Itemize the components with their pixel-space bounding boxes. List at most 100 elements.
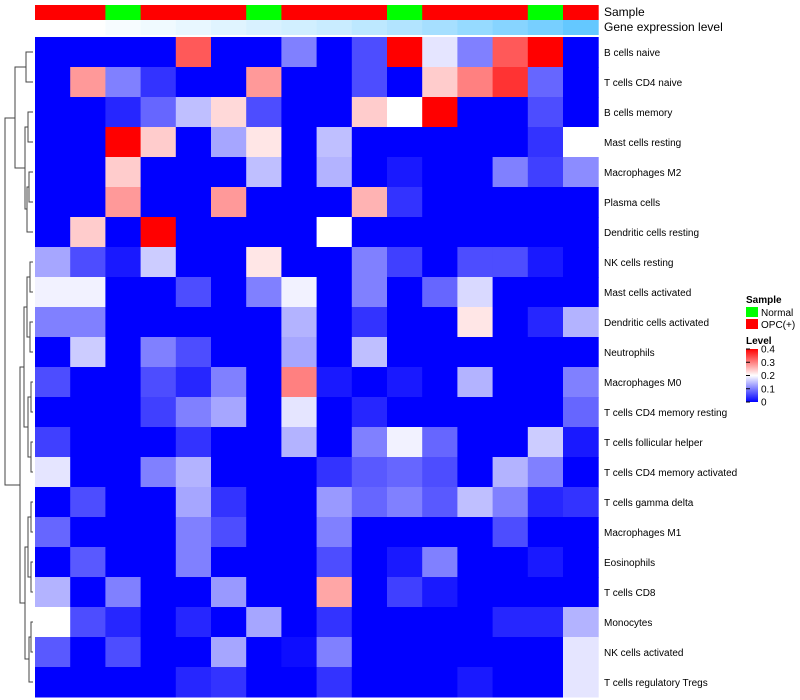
heatmap-cell bbox=[246, 457, 282, 488]
heatmap-cell bbox=[457, 67, 494, 98]
heatmap-cell bbox=[105, 187, 142, 218]
heatmap-cell bbox=[105, 397, 142, 428]
level-tick-label: 0.2 bbox=[761, 371, 775, 382]
heatmap-cell bbox=[70, 127, 106, 158]
heatmap-cell bbox=[492, 97, 529, 128]
heatmap-cell bbox=[211, 127, 247, 158]
heatmap-cell bbox=[281, 277, 318, 308]
heatmap-cell bbox=[70, 217, 106, 248]
heatmap-cell bbox=[457, 517, 494, 548]
heatmap-cell bbox=[281, 187, 318, 218]
heatmap-cell bbox=[422, 337, 458, 368]
heatmap-cell bbox=[351, 397, 388, 428]
row-label: Dendritic cells resting bbox=[604, 228, 699, 239]
heatmap-cell bbox=[527, 307, 564, 338]
sample-track-cell bbox=[35, 5, 71, 20]
sample-track-cell bbox=[246, 5, 282, 20]
expression-track-cell bbox=[457, 20, 494, 35]
heatmap-cell bbox=[140, 667, 177, 698]
heatmap-cell bbox=[211, 397, 247, 428]
heatmap-cell bbox=[281, 487, 318, 518]
heatmap-cell bbox=[387, 367, 423, 398]
heatmap-cell bbox=[105, 427, 142, 458]
heatmap-cell bbox=[492, 157, 529, 188]
expression-track-cell bbox=[246, 20, 282, 35]
heatmap-cell bbox=[140, 337, 177, 368]
heatmap-cell bbox=[563, 157, 599, 188]
heatmap-cell bbox=[563, 487, 599, 518]
heatmap-cell bbox=[351, 277, 388, 308]
heatmap-cell bbox=[140, 37, 177, 68]
heatmap-cell bbox=[246, 37, 282, 68]
heatmap-cell bbox=[422, 97, 458, 128]
heatmap-cell bbox=[422, 67, 458, 98]
heatmap-cell bbox=[316, 367, 353, 398]
expression-track-cell bbox=[35, 20, 71, 35]
heatmap-cell bbox=[422, 397, 458, 428]
row-label: B cells naive bbox=[604, 48, 661, 59]
row-label: T cells gamma delta bbox=[604, 498, 694, 509]
heatmap-cell bbox=[492, 547, 529, 578]
level-tick-label: 0.3 bbox=[761, 358, 775, 369]
heatmap-cell bbox=[175, 607, 212, 638]
heatmap-cell bbox=[563, 577, 599, 608]
heatmap-cell bbox=[316, 457, 353, 488]
heatmap-cell bbox=[246, 247, 282, 278]
heatmap-cell bbox=[70, 457, 106, 488]
heatmap-cell bbox=[492, 127, 529, 158]
heatmap-cell bbox=[35, 127, 71, 158]
legend-swatch-opc bbox=[746, 319, 758, 329]
heatmap-cell bbox=[492, 517, 529, 548]
heatmap-cell bbox=[316, 577, 353, 608]
heatmap-cell bbox=[492, 67, 529, 98]
heatmap-cell bbox=[387, 187, 423, 218]
heatmap-cell bbox=[387, 457, 423, 488]
heatmap-cell bbox=[246, 607, 282, 638]
row-label: Dendritic cells activated bbox=[604, 318, 709, 329]
heatmap-cell bbox=[457, 307, 494, 338]
heatmap-cell bbox=[211, 97, 247, 128]
heatmap-cell bbox=[246, 277, 282, 308]
heatmap-cell bbox=[351, 427, 388, 458]
heatmap-cell bbox=[527, 607, 564, 638]
heatmap-cell bbox=[387, 427, 423, 458]
heatmap-cell bbox=[316, 397, 353, 428]
heatmap-cell bbox=[175, 577, 212, 608]
heatmap-cell bbox=[105, 337, 142, 368]
legend-label-normal: Normal bbox=[761, 308, 793, 319]
heatmap-cell bbox=[281, 217, 318, 248]
heatmap-cell bbox=[140, 217, 177, 248]
row-label: T cells follicular helper bbox=[604, 438, 703, 449]
heatmap-cell bbox=[351, 97, 388, 128]
heatmap-cell bbox=[527, 367, 564, 398]
heatmap-cell bbox=[316, 37, 353, 68]
heatmap-cell bbox=[211, 547, 247, 578]
heatmap-cell bbox=[351, 607, 388, 638]
heatmap-cell bbox=[175, 37, 212, 68]
heatmap-cell bbox=[140, 247, 177, 278]
heatmap-cell bbox=[527, 487, 564, 518]
heatmap-cell bbox=[387, 277, 423, 308]
heatmap-cell bbox=[387, 217, 423, 248]
heatmap-cell bbox=[281, 307, 318, 338]
row-label: NK cells activated bbox=[604, 648, 683, 659]
heatmap-cell bbox=[35, 157, 71, 188]
heatmap-cell bbox=[351, 577, 388, 608]
heatmap-cell bbox=[281, 637, 318, 668]
heatmap-cell bbox=[70, 187, 106, 218]
heatmap-cell bbox=[563, 37, 599, 68]
heatmap-cell bbox=[105, 277, 142, 308]
heatmap-cell bbox=[70, 487, 106, 518]
heatmap-cell bbox=[35, 607, 71, 638]
heatmap-cell bbox=[35, 517, 71, 548]
heatmap-cell bbox=[140, 157, 177, 188]
heatmap-cell bbox=[105, 547, 142, 578]
level-legend-title: Level bbox=[746, 336, 772, 347]
row-label: Neutrophils bbox=[604, 348, 655, 359]
heatmap-cell bbox=[316, 127, 353, 158]
heatmap-cell bbox=[457, 487, 494, 518]
heatmap-cell bbox=[457, 637, 494, 668]
heatmap-cell bbox=[316, 637, 353, 668]
heatmap-cell bbox=[563, 97, 599, 128]
heatmap-cell bbox=[387, 97, 423, 128]
